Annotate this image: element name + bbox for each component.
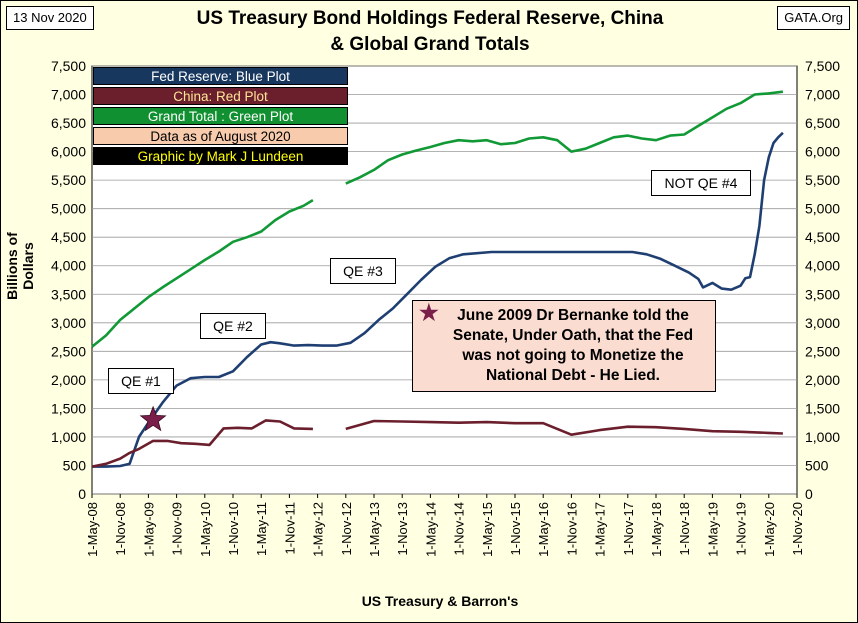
y-tick-label-left: 0 (78, 486, 86, 502)
x-tick-label: 1-May-10 (198, 502, 213, 557)
china-line-segment-2 (345, 419, 783, 437)
x-tick-label: 1-Nov-09 (170, 502, 185, 555)
x-tick-label: 1-May-11 (254, 502, 269, 556)
y-tick-label-left: 7,000 (51, 87, 86, 103)
grand-total-line-segment-2 (345, 90, 784, 185)
x-tick-label: 1-Nov-15 (508, 502, 523, 555)
x-tick-label: 1-Nov-17 (621, 502, 636, 555)
x-tick-label: 1-May-09 (141, 502, 156, 557)
x-tick-label: 1-Nov-11 (282, 502, 297, 555)
y-tick-label-left: 1,000 (51, 429, 86, 445)
x-tick-label: 1-Nov-20 (790, 502, 805, 555)
y-tick-label-right: 4,000 (805, 258, 840, 274)
y-axis-right: 0 500 1,000 1,500 2,000 2,500 3,000 3,500 4,000 4… (805, 58, 840, 502)
x-tick-label: 1-May-18 (649, 502, 664, 557)
date-label: 13 Nov 2020 (6, 6, 94, 30)
qe2-label: QE #2 (200, 313, 266, 339)
note-line-2: Senate, Under Oath, that the Fed (452, 327, 694, 344)
star-icon: ★ (419, 300, 439, 325)
star-marker (139, 405, 167, 432)
source-label: GATA.Org (777, 6, 850, 30)
grand-total-line (91, 198, 314, 348)
x-tick-label: 1-May-13 (367, 502, 382, 557)
fed-reserve-line (92, 131, 784, 468)
y-tick-label-left: 4,000 (51, 258, 86, 274)
y-tick-label-right: 3,000 (805, 315, 840, 331)
x-tick-label: 1-May-19 (705, 502, 720, 557)
y-tick-label-left: 6,500 (51, 115, 86, 131)
y-tick-label-left: 5,000 (51, 201, 86, 217)
note-line-4: National Debt - He Lied. (486, 367, 660, 384)
qe4-label: NOT QE #4 (651, 170, 751, 196)
chart-title: US Treasury Bond Holdings Federal Reserv… (150, 6, 710, 58)
y-tick-label-right: 0 (805, 486, 813, 502)
x-tick-label: 1-Nov-14 (452, 502, 467, 555)
x-tick-label: 1-Nov-10 (226, 502, 241, 555)
y-tick-label-right: 1,000 (805, 429, 840, 445)
y-tick-label-right: 2,000 (805, 372, 840, 388)
y-tick-label-left: 6,000 (51, 144, 86, 160)
china-line (91, 419, 313, 468)
y-tick-label-left: 2,000 (51, 372, 86, 388)
legend-entry: Data as of August 2020 (93, 127, 348, 145)
legend-entry: Graphic by Mark J Lundeen (93, 147, 348, 165)
y-tick-label-right: 6,500 (805, 115, 840, 131)
legend-entry: Grand Total : Green Plot (93, 107, 348, 125)
y-tick-label-right: 6,000 (805, 144, 840, 160)
star-marker-shape (139, 405, 167, 432)
y-tick-label-left: 1,500 (51, 400, 86, 416)
title-line-2: & Global Grand Totals (330, 34, 530, 55)
x-tick-label: 1-May-15 (480, 502, 495, 557)
y-tick-label-right: 4,500 (805, 229, 840, 245)
x-tick-label: 1-Nov-12 (339, 502, 354, 555)
y-tick-label-right: 7,000 (805, 87, 840, 103)
x-tick-label: 1-May-17 (593, 502, 608, 557)
x-tick-label: 1-Nov-18 (677, 502, 692, 555)
x-axis-label: US Treasury & Barron's (361, 593, 519, 609)
bernanke-note: ★ June 2009 Dr Bernanke told the Senate,… (412, 300, 716, 392)
y-tick-label-left: 500 (63, 457, 87, 473)
y-tick-label-right: 5,500 (805, 172, 840, 188)
x-tick-label: 1-May-16 (536, 502, 551, 557)
y-tick-label-right: 5,000 (805, 201, 840, 217)
note-line-1: June 2009 Dr Bernanke told the (457, 307, 689, 324)
y-axis-left: 0 500 1,000 1,500 2,000 2,500 3,000 3,500 4,000 4… (51, 58, 86, 502)
legend-entry: Fed Reserve: Blue Plot (93, 67, 348, 85)
y-tick-label-right: 500 (805, 457, 829, 473)
x-tick-label: 1-Nov-13 (395, 502, 410, 555)
y-tick-label-left: 3,500 (51, 286, 86, 302)
y-tick-label-left: 5,500 (51, 172, 86, 188)
series-lines (91, 90, 784, 468)
y-tick-label-right: 3,500 (805, 286, 840, 302)
y-tick-label-right: 7,500 (805, 58, 840, 74)
y-tick-label-left: 3,000 (51, 315, 86, 331)
y-axis-label: Billions of Dollars (4, 232, 36, 300)
y-tick-label-left: 7,500 (51, 58, 86, 74)
x-tick-label: 1-May-14 (423, 502, 438, 557)
legend-entry: China: Red Plot (93, 87, 348, 105)
x-tick-label: 1-May-08 (85, 502, 100, 557)
qe1-label: QE #1 (108, 368, 174, 394)
x-tick-label: 1-Nov-19 (734, 502, 749, 555)
x-tick-label: 1-May-12 (311, 502, 326, 557)
x-tick-label: 1-Nov-16 (564, 502, 579, 555)
x-tick-label: 1-Nov-08 (113, 502, 128, 555)
y-tick-label-right: 2,500 (805, 343, 840, 359)
x-axis: 1-May-08 1-Nov-08 1-May-09 1-Nov-09 1-May-10… (85, 494, 805, 557)
y-tick-label-right: 1,500 (805, 400, 840, 416)
y-tick-label-left: 4,500 (51, 229, 86, 245)
qe3-label: QE #3 (330, 258, 396, 284)
x-tick-label: 1-May-20 (762, 502, 777, 557)
note-line-3: was not going to Monetize the (462, 347, 684, 364)
y-tick-label-left: 2,500 (51, 343, 86, 359)
title-line-1: US Treasury Bond Holdings Federal Reserv… (196, 8, 664, 29)
